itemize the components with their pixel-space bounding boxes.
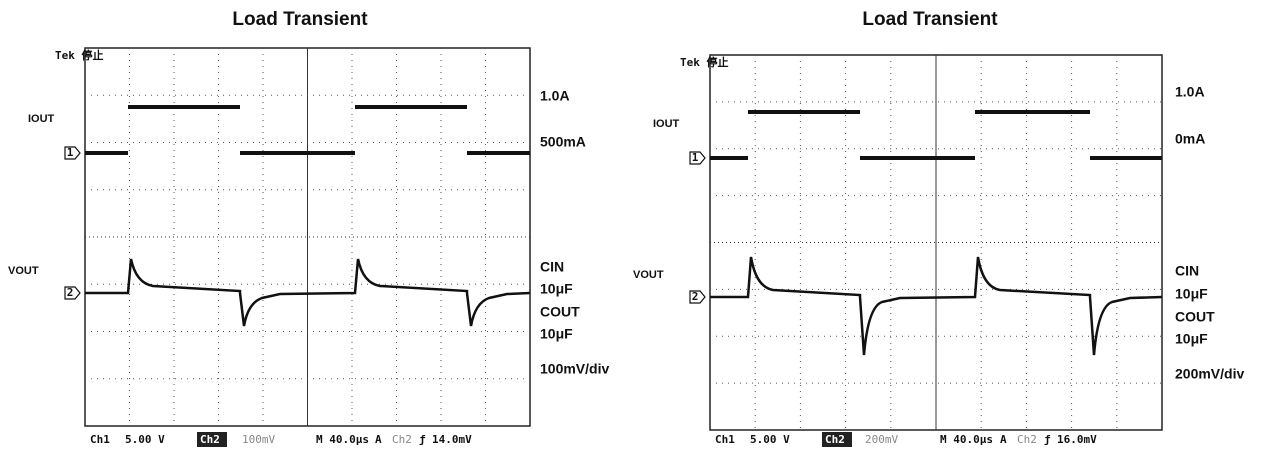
scale-label: 1.0A xyxy=(540,88,570,104)
channel-marker-label: 1 xyxy=(67,146,74,159)
scope-status: Tek 停止 xyxy=(55,48,104,62)
scale-label: 10μF xyxy=(540,326,573,342)
channel-marker-label: 1 xyxy=(692,151,699,164)
panel-title: Load Transient xyxy=(232,9,368,30)
footer-text: 5.00 V xyxy=(750,433,790,446)
scale-label: 10μF xyxy=(1175,286,1208,302)
vout-label: VOUT xyxy=(8,265,39,277)
scope-status: Tek 停止 xyxy=(680,55,729,69)
footer-text: 14.0mV xyxy=(432,433,472,446)
footer-text: 16.0mV xyxy=(1057,433,1097,446)
scale-label: COUT xyxy=(1175,309,1215,325)
footer-text: Ch1 xyxy=(90,433,110,446)
scale-label: 10μF xyxy=(1175,331,1208,347)
scope-panel: Load Transient Tek 停止 IOUT VOUT 1 2 1.0A 0mA CIN… xyxy=(633,9,1244,447)
scale-label: 100mV/div xyxy=(540,361,609,377)
channel-marker-label: 2 xyxy=(692,290,699,303)
scope-panel: Load Transient Tek 停止 IOUT VOUT 1 2 1.0A 500mA C… xyxy=(8,9,609,447)
scale-label: CIN xyxy=(540,259,564,275)
trigger-slope: ƒ xyxy=(419,433,426,446)
footer-text: 200mV xyxy=(865,433,898,446)
vout-label: VOUT xyxy=(633,269,664,281)
footer-text: Ch2 xyxy=(392,433,412,446)
footer-text: M 40.0μs xyxy=(316,433,369,446)
iout-label: IOUT xyxy=(28,113,55,125)
scale-label: 0mA xyxy=(1175,131,1205,147)
panel-title: Load Transient xyxy=(862,9,998,30)
figure: Load Transient Tek 停止 IOUT VOUT 1 2 1.0A 500mA C… xyxy=(0,0,1273,452)
footer-text: Ch2 xyxy=(825,433,845,446)
scale-label: COUT xyxy=(540,304,580,320)
footer-text: A xyxy=(1000,433,1007,446)
scale-label: 1.0A xyxy=(1175,84,1205,100)
scale-label: 10μF xyxy=(540,281,573,297)
scale-label: CIN xyxy=(1175,263,1199,279)
iout-label: IOUT xyxy=(653,118,680,130)
footer-text: Ch2 xyxy=(1017,433,1037,446)
footer-text: A xyxy=(375,433,382,446)
footer-text: M 40.0μs xyxy=(940,433,993,446)
scale-label: 200mV/div xyxy=(1175,366,1244,382)
footer-text: 5.00 V xyxy=(125,433,165,446)
footer-text: Ch1 xyxy=(715,433,735,446)
footer-text: 100mV xyxy=(242,433,275,446)
scale-label: 500mA xyxy=(540,134,586,150)
channel-marker-label: 2 xyxy=(67,286,74,299)
trigger-slope: ƒ xyxy=(1044,433,1051,446)
footer-text: Ch2 xyxy=(200,433,220,446)
